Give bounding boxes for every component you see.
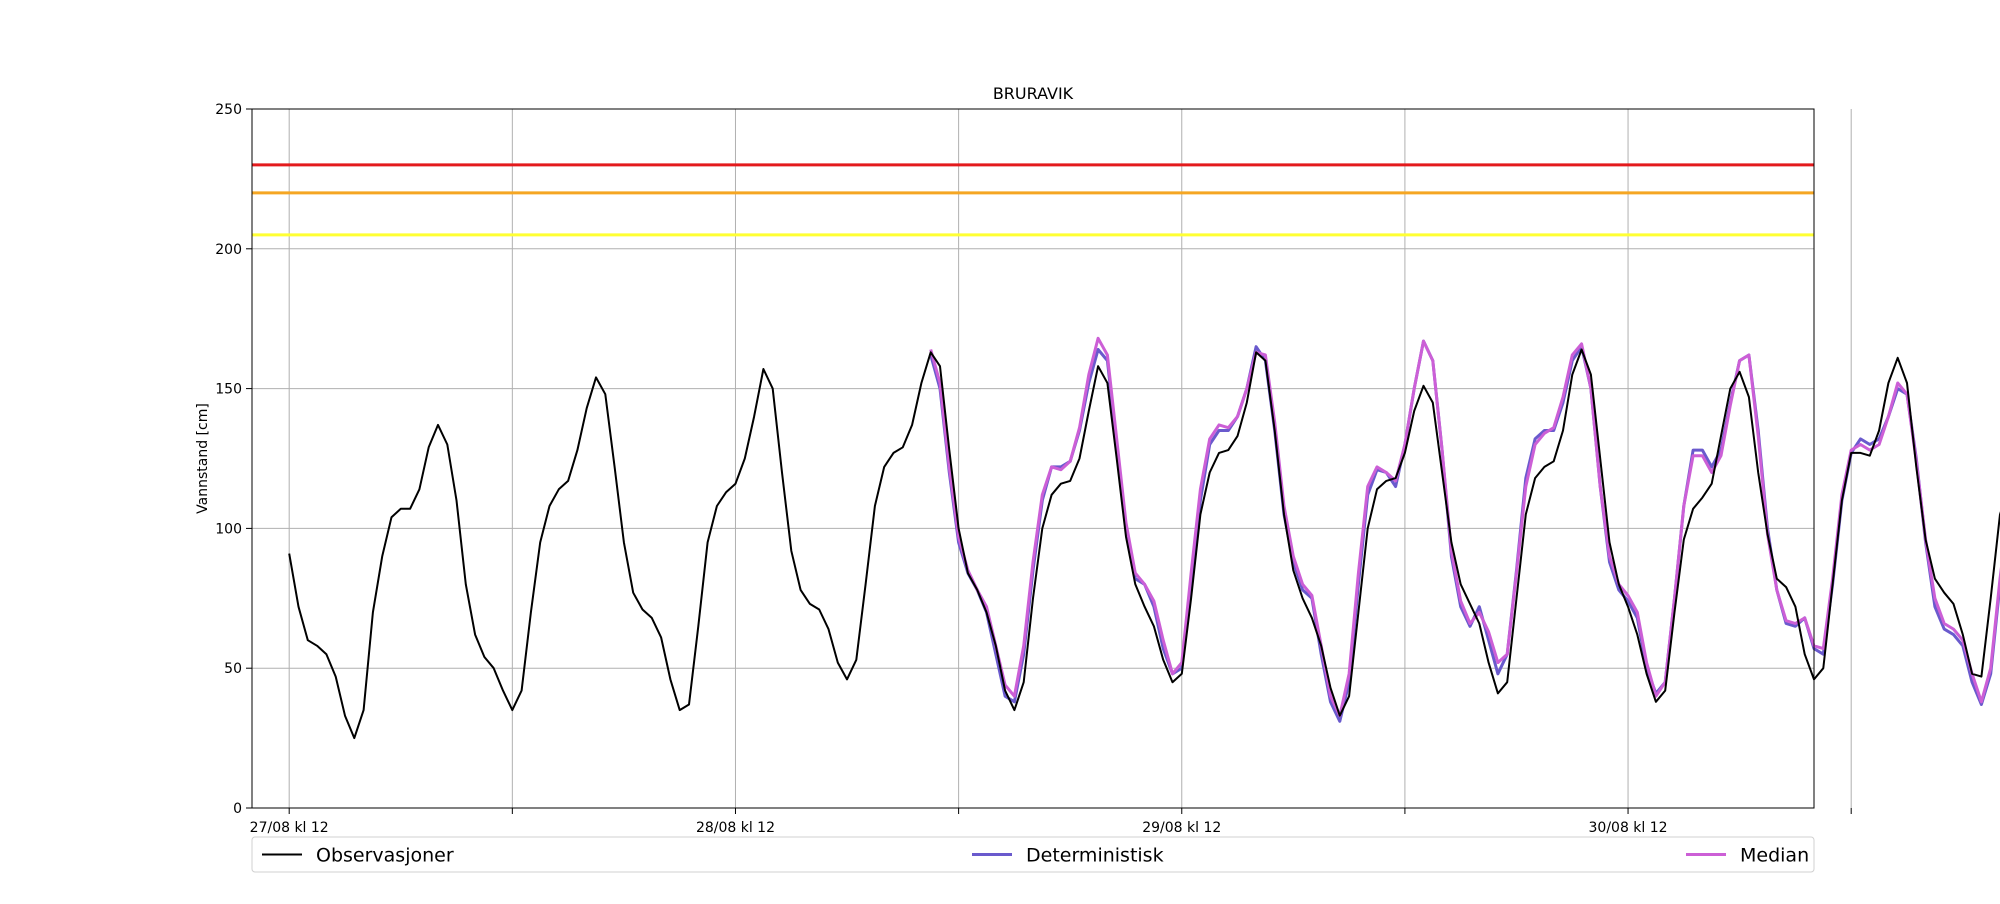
- y-tick-label: 0: [233, 801, 242, 817]
- x-axis: 27/08 kl 12 28/08 kl 12 29/08 kl 12 30/08 k…: [250, 808, 1852, 836]
- series-lines: [288, 336, 2000, 740]
- series-line-median: [929, 336, 2000, 718]
- y-tick-label: 100: [215, 521, 242, 537]
- chart-title: BRURAVIK: [993, 84, 1074, 103]
- legend: Observasjoner Deterministisk Median: [251, 836, 1815, 873]
- y-tick-label: 50: [224, 661, 242, 677]
- x-tick-label: 29/08 kl 12: [1142, 820, 1221, 836]
- y-axis: 0 50 100 150 200 250: [215, 102, 252, 817]
- legend-label: Observasjoner: [316, 845, 454, 867]
- plot-frame: [251, 108, 1815, 809]
- series-line-observasjoner: [288, 348, 2000, 740]
- x-tick-label: 30/08 kl 12: [1589, 820, 1668, 836]
- x-tick-label: 27/08 kl 12: [250, 820, 329, 836]
- y-tick-label: 250: [215, 102, 242, 118]
- legend-label: Deterministisk: [1026, 845, 1164, 867]
- legend-box: [251, 836, 1815, 873]
- legend-label: Median: [1740, 845, 1809, 867]
- y-axis-label: Vannstand [cm]: [195, 403, 211, 514]
- grid-lines: [252, 108, 1852, 809]
- threshold-lines: [252, 163, 1814, 237]
- y-tick-label: 200: [215, 242, 242, 258]
- y-tick-label: 150: [215, 382, 242, 398]
- x-tick-label: 28/08 kl 12: [696, 820, 775, 836]
